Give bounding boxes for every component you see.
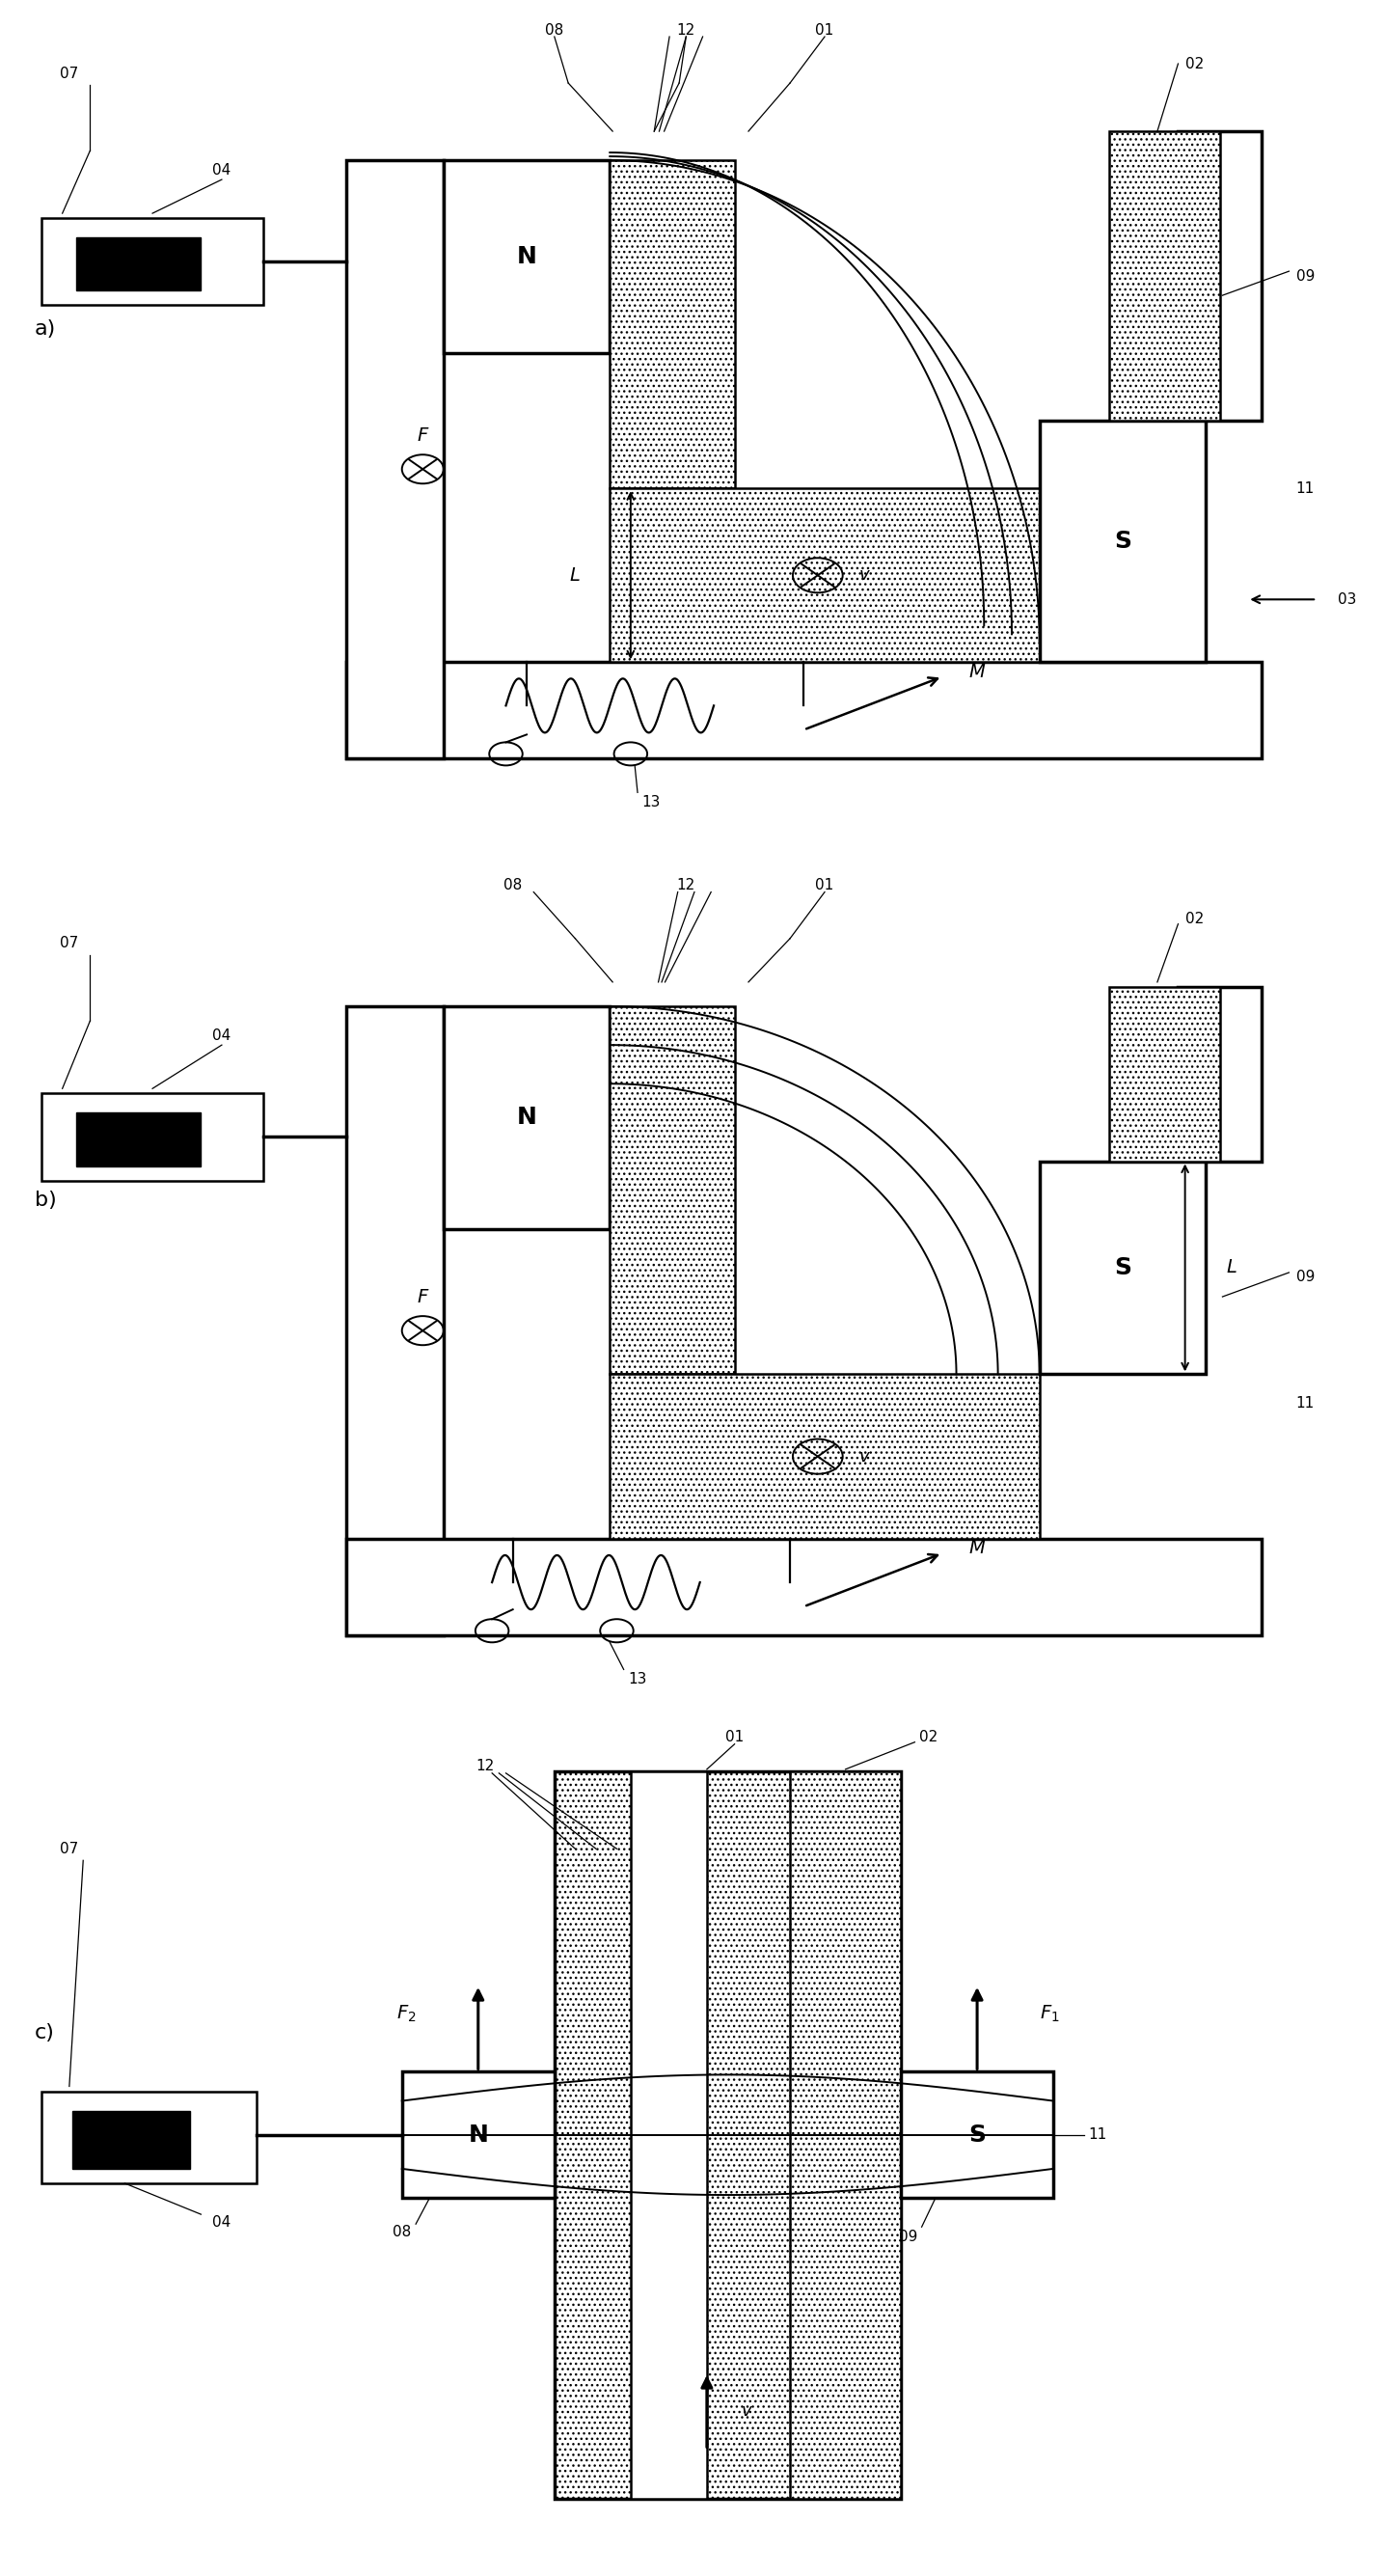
- Text: 09: 09: [898, 2228, 918, 2244]
- Bar: [631, 1772, 707, 2499]
- Text: 11: 11: [1296, 1396, 1314, 1412]
- Text: 11: 11: [1088, 2128, 1106, 2143]
- Text: 07: 07: [60, 67, 79, 80]
- Bar: [42, 1092, 263, 1180]
- Text: F: F: [417, 425, 428, 446]
- Bar: [76, 1113, 201, 1167]
- Bar: [42, 219, 263, 304]
- Bar: [42, 2092, 256, 2184]
- Text: b): b): [35, 1190, 57, 1211]
- Text: 07: 07: [60, 935, 79, 951]
- Text: N: N: [517, 245, 536, 268]
- Text: M: M: [969, 662, 985, 680]
- Bar: [76, 237, 201, 291]
- Text: 04: 04: [212, 162, 231, 178]
- Text: L: L: [1227, 1260, 1238, 1278]
- Text: 12: 12: [676, 878, 696, 891]
- Text: N: N: [517, 1105, 536, 1128]
- Text: M: M: [969, 1540, 985, 1558]
- Bar: [610, 1007, 735, 1373]
- Text: 02: 02: [1185, 912, 1203, 927]
- Bar: [444, 160, 610, 353]
- Text: 12: 12: [475, 1759, 495, 1775]
- Text: S: S: [1114, 1257, 1131, 1280]
- Bar: [610, 160, 735, 489]
- Text: 04: 04: [212, 1028, 231, 1043]
- Bar: [402, 2071, 554, 2197]
- Text: a): a): [35, 319, 55, 340]
- Bar: [346, 160, 444, 760]
- Text: 02: 02: [1185, 57, 1203, 72]
- Text: c): c): [35, 2022, 55, 2043]
- Text: 01: 01: [815, 23, 834, 36]
- Bar: [554, 1772, 901, 2499]
- Bar: [346, 1538, 1261, 1636]
- Bar: [901, 2071, 1053, 2197]
- Text: N: N: [468, 2123, 488, 2146]
- Bar: [610, 1373, 1040, 1538]
- Text: 13: 13: [628, 1672, 647, 1687]
- Bar: [1040, 420, 1206, 662]
- Bar: [1109, 987, 1220, 1162]
- Text: 04: 04: [212, 2215, 231, 2228]
- Text: 09: 09: [1296, 268, 1314, 283]
- Text: 07: 07: [60, 1842, 79, 1857]
- Bar: [790, 1772, 901, 2499]
- Bar: [1040, 1162, 1206, 1373]
- Text: 13: 13: [642, 796, 661, 809]
- Bar: [346, 1007, 444, 1636]
- Text: F: F: [417, 1288, 428, 1306]
- Bar: [444, 1007, 610, 1229]
- Text: v: v: [859, 567, 869, 585]
- Text: 08: 08: [545, 23, 564, 36]
- Bar: [1178, 987, 1261, 1162]
- Bar: [72, 2110, 190, 2169]
- Text: 01: 01: [725, 1731, 744, 1744]
- Text: 01: 01: [815, 878, 834, 891]
- Text: $\mathit{F}_2$: $\mathit{F}_2$: [396, 2004, 416, 2025]
- Text: 08: 08: [503, 878, 523, 891]
- Text: 03: 03: [1337, 592, 1356, 608]
- Text: v: v: [859, 1448, 869, 1466]
- Text: 02: 02: [919, 1731, 938, 1744]
- Text: v: v: [742, 2403, 751, 2419]
- Text: L: L: [570, 567, 581, 585]
- Text: 11: 11: [1296, 482, 1314, 495]
- Bar: [1109, 131, 1220, 420]
- Text: S: S: [969, 2123, 985, 2146]
- Text: $\mathit{F}_1$: $\mathit{F}_1$: [1040, 2004, 1059, 2025]
- Bar: [1178, 131, 1261, 420]
- Text: S: S: [1114, 531, 1131, 554]
- Text: 08: 08: [392, 2226, 412, 2239]
- Text: 12: 12: [676, 23, 696, 36]
- Bar: [610, 489, 1040, 662]
- Text: 09: 09: [1296, 1270, 1314, 1285]
- Bar: [346, 662, 1261, 760]
